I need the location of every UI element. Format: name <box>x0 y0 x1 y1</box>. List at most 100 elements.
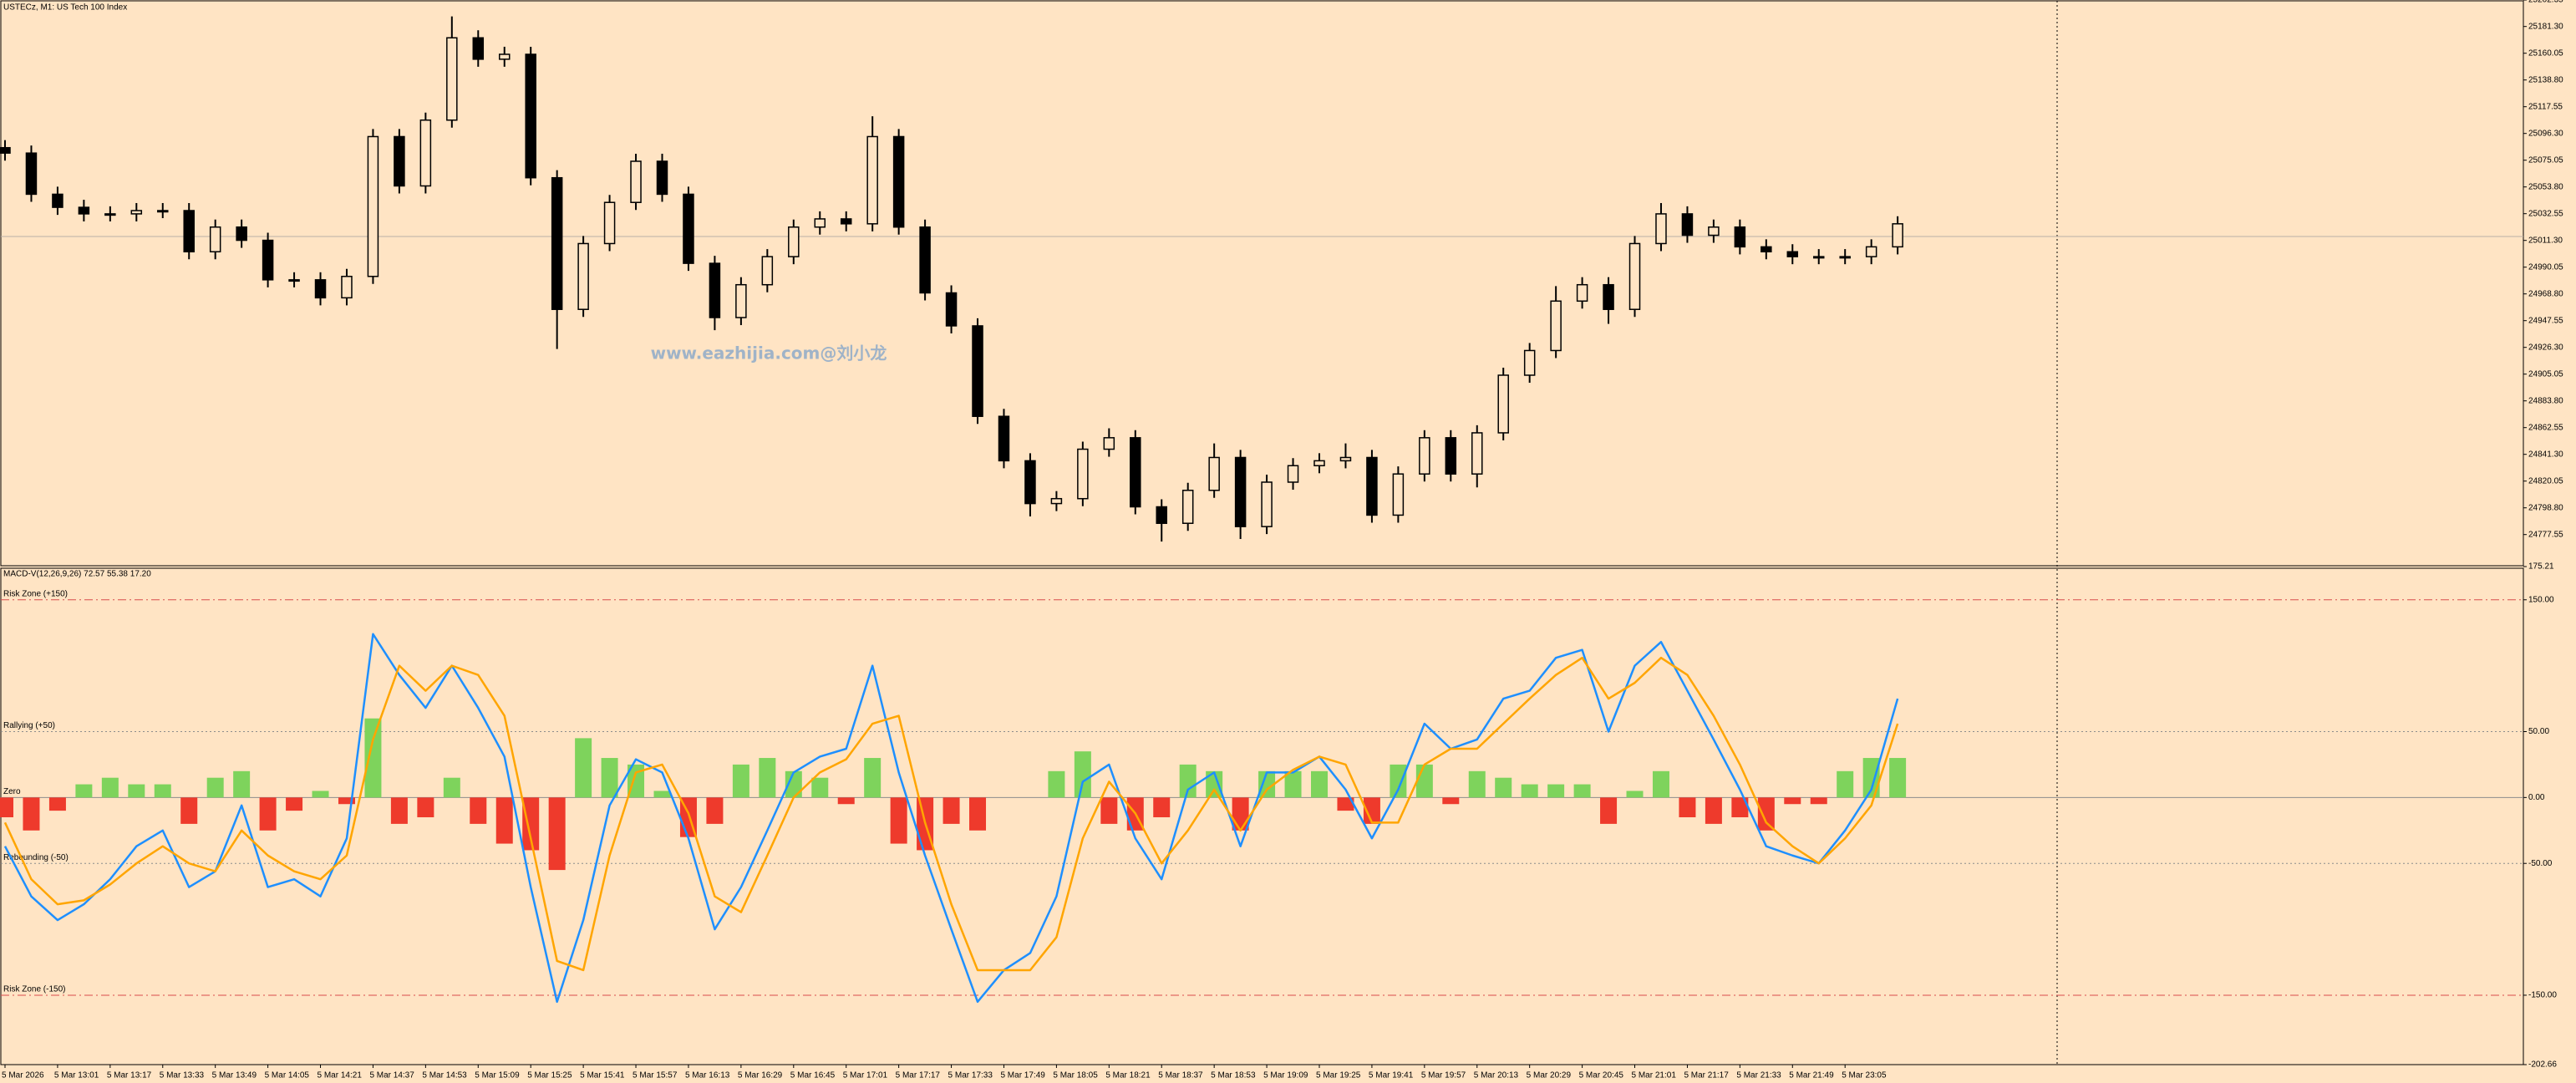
candle-body <box>209 226 221 253</box>
histogram-bar <box>1810 797 1827 805</box>
y-tick-label: 25075.05 <box>2528 155 2563 165</box>
histogram-bar <box>312 791 329 798</box>
candle-body <box>1419 437 1430 475</box>
candle-body <box>1812 256 1825 259</box>
candle-body <box>341 276 353 299</box>
candle-body <box>945 292 958 327</box>
candle-body <box>1261 481 1273 527</box>
histogram-bar <box>653 791 671 798</box>
histogram-bar <box>495 797 513 844</box>
candle-body <box>1445 437 1457 475</box>
candle-body <box>1050 497 1063 505</box>
candle-body <box>525 53 536 179</box>
x-tick-label: 5 Mar 15:41 <box>580 1071 625 1080</box>
candle-body <box>551 176 563 310</box>
candle-body <box>1786 251 1799 257</box>
histogram-bar <box>154 784 171 798</box>
candle-body <box>104 213 116 216</box>
x-tick-label: 5 Mar 21:01 <box>1632 1071 1677 1080</box>
y-tick-label: 24883.80 <box>2528 396 2563 405</box>
candle-body <box>1024 460 1036 505</box>
candle-body <box>1865 246 1877 257</box>
histogram-bar <box>890 797 907 844</box>
x-tick-label: 5 Mar 14:53 <box>422 1071 467 1080</box>
histogram-bar <box>1547 784 1565 798</box>
candle-body <box>183 210 195 253</box>
candle-body <box>1156 506 1167 524</box>
histogram-bar <box>1626 791 1644 798</box>
x-tick-label: 5 Mar 15:25 <box>527 1071 572 1080</box>
histogram-bar <box>1311 770 1328 798</box>
y-tick-label: 25053.80 <box>2528 182 2563 191</box>
x-tick-label: 5 Mar 13:33 <box>160 1071 205 1080</box>
histogram-bar <box>259 797 277 831</box>
x-tick-label: 5 Mar 20:29 <box>1527 1071 1572 1080</box>
candle-body <box>314 279 327 299</box>
y-tick-label: 24968.80 <box>2528 289 2563 298</box>
histogram-bar <box>1232 797 1249 831</box>
x-tick-label: 5 Mar 13:49 <box>212 1071 257 1080</box>
candle-body <box>1892 223 1903 248</box>
histogram-bar <box>206 777 224 798</box>
histogram-bar <box>575 738 592 798</box>
histogram-bar <box>364 718 382 798</box>
x-tick-label: 5 Mar 21:33 <box>1736 1071 1781 1080</box>
histogram-bar <box>101 777 119 798</box>
candle-body <box>709 262 721 318</box>
x-tick-label: 5 Mar 13:17 <box>107 1071 152 1080</box>
candle-body <box>1523 349 1536 376</box>
candle-body <box>1287 465 1299 483</box>
candle-body <box>472 37 485 60</box>
level-label: Zero <box>3 787 21 796</box>
candle-body <box>1339 456 1352 462</box>
histogram-bar <box>943 797 960 824</box>
candle-body <box>1471 432 1483 475</box>
histogram-bar <box>969 797 987 831</box>
candle-body <box>998 415 1010 462</box>
candle-body <box>1208 456 1220 491</box>
indicator-line <box>3 656 1899 972</box>
candle-body <box>603 201 616 245</box>
histogram-bar <box>1284 770 1302 798</box>
x-tick-label: 5 Mar 19:57 <box>1421 1071 1466 1080</box>
histogram-bar <box>1100 797 1118 824</box>
candle-body <box>761 256 774 286</box>
histogram-bar <box>1889 758 1907 798</box>
y-tick-label: 24905.05 <box>2528 369 2563 379</box>
candle-body <box>498 53 511 60</box>
candle-body <box>577 242 589 310</box>
candle-body <box>840 218 852 225</box>
y-tick-label: 24990.05 <box>2528 262 2563 272</box>
candle-body <box>1708 226 1720 236</box>
y-tick-label: 25032.55 <box>2528 209 2563 218</box>
histogram-bar <box>1048 770 1065 798</box>
x-tick-label: 5 Mar 21:49 <box>1789 1071 1834 1080</box>
candle-body <box>1550 300 1562 352</box>
candle-body <box>262 239 274 281</box>
histogram-bar <box>1179 764 1197 798</box>
x-tick-label: 5 Mar 19:41 <box>1369 1071 1414 1080</box>
histogram-bar <box>1074 751 1091 798</box>
indicator-line <box>3 633 1899 1004</box>
histogram-bar <box>1784 797 1801 805</box>
histogram-bar <box>1652 770 1669 798</box>
y-tick-label: 24777.55 <box>2528 530 2563 539</box>
histogram-bar <box>732 764 749 798</box>
y-tick-label: 25138.80 <box>2528 75 2563 84</box>
chart-title: USTECz, M1: US Tech 100 Index <box>3 3 127 13</box>
x-tick-label: 5 Mar 16:45 <box>790 1071 836 1080</box>
y-tick-label: 50.00 <box>2528 727 2549 736</box>
candle-body <box>735 283 747 318</box>
candle-body <box>1655 213 1667 245</box>
x-tick-label: 5 Mar 17:33 <box>948 1071 993 1080</box>
candle-body <box>0 146 11 154</box>
histogram-bar <box>1153 797 1171 818</box>
candle-body <box>157 210 169 213</box>
y-tick-label: 25117.55 <box>2528 102 2563 111</box>
candle-body <box>1366 456 1378 516</box>
candle-body <box>52 193 64 208</box>
y-tick-label: 25096.30 <box>2528 129 2563 138</box>
x-tick-label: 5 Mar 17:49 <box>1000 1071 1045 1080</box>
x-tick-label: 5 Mar 19:09 <box>1263 1071 1308 1080</box>
y-tick-label: 175.21 <box>2528 562 2554 572</box>
